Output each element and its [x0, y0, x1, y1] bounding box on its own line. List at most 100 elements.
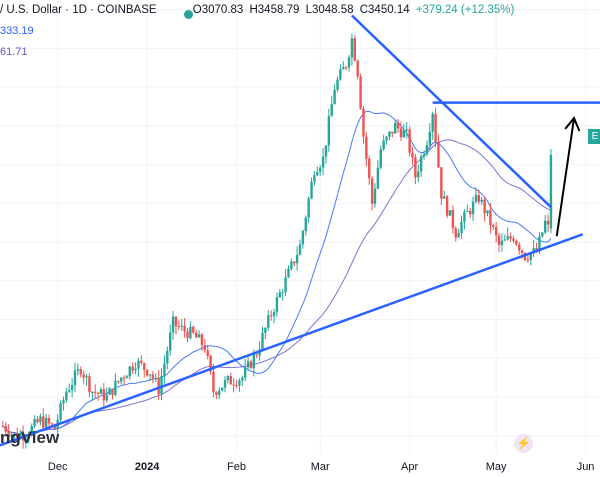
candle-body [549, 154, 553, 229]
candle-body [73, 370, 77, 385]
candle-body [454, 228, 457, 238]
candle-body [39, 416, 42, 423]
candle-body [4, 426, 7, 432]
candle-body [425, 144, 429, 155]
candle-body [229, 376, 232, 385]
candle-body [368, 158, 371, 179]
candle-body [174, 316, 178, 327]
candle-body [157, 377, 160, 395]
candle-body [373, 188, 377, 204]
candle-body [200, 334, 204, 346]
candle-body [295, 254, 299, 264]
candle-body [434, 113, 437, 142]
candle-body [27, 435, 31, 439]
candle-body [33, 418, 36, 426]
low-value: L3048.58 [305, 4, 354, 16]
candle-body [388, 131, 391, 137]
candle-body [114, 380, 117, 395]
candle-body [356, 60, 359, 77]
candle-body [324, 145, 328, 157]
candle-body [68, 390, 71, 392]
forecast-arrow [555, 117, 576, 237]
candle-body [50, 423, 54, 425]
candle-body [313, 175, 316, 182]
candle-body [171, 316, 175, 333]
candle-body [232, 384, 235, 386]
watermark-logo: ngView [0, 428, 60, 447]
candle-body [128, 366, 132, 377]
candle-body [235, 384, 238, 386]
candle-body [18, 433, 22, 439]
candle-body [281, 292, 284, 294]
chart-header: / U.S. Dollar · 1D · COINBASE O3070.83 H… [0, 4, 517, 19]
candle-body [151, 374, 155, 379]
candle-body [148, 374, 152, 376]
candle-body [365, 136, 368, 159]
candle-body [186, 331, 189, 339]
candle-body [431, 113, 434, 132]
candle-body [62, 400, 65, 404]
candle-body [220, 387, 224, 391]
high-value: H3458.79 [249, 4, 300, 16]
candle-body [226, 376, 230, 381]
candle-body [408, 129, 411, 153]
candle-body [287, 268, 290, 278]
candle-body [448, 210, 452, 216]
close-value: C3450.14 [359, 4, 410, 16]
candle-body [411, 152, 414, 158]
candle-body [93, 391, 97, 393]
eye-icon[interactable] [184, 10, 193, 19]
candle-body [437, 141, 440, 168]
candle-body [468, 210, 472, 215]
candle-body [509, 236, 512, 239]
candle-body [209, 355, 212, 372]
arrow-head [564, 116, 581, 132]
candle-body [197, 334, 201, 338]
candle-body [526, 259, 530, 261]
change-value: +379.24 (+12.35%) [415, 4, 515, 16]
candle-body [460, 221, 463, 234]
candle-body [119, 377, 123, 382]
candle-body [166, 350, 169, 364]
x-tick-label: Mar [310, 461, 330, 473]
candle-body [249, 361, 253, 369]
candle-body [255, 354, 258, 356]
candle-body [218, 390, 221, 395]
candle-body [440, 167, 443, 199]
candle-body [238, 380, 241, 386]
candle-body [417, 171, 420, 178]
candle-body [131, 366, 134, 371]
candle-body [318, 167, 322, 172]
candle-body [85, 376, 88, 378]
candle-body [96, 392, 100, 394]
candle-body [44, 418, 48, 428]
candle-body [111, 388, 114, 395]
candle-body [42, 416, 45, 428]
candle-body [307, 198, 310, 218]
x-tick-label: Dec [47, 461, 68, 473]
candle-body [267, 315, 270, 328]
candle-body [243, 367, 247, 378]
candle-body [396, 122, 400, 129]
candle-body [347, 57, 351, 68]
candle-body [471, 201, 475, 215]
x-tick-label: Feb [227, 461, 247, 473]
candle-body [344, 67, 348, 69]
candle-body [105, 394, 108, 401]
candle-body [301, 230, 305, 245]
candle-body [494, 226, 498, 236]
candle-body [333, 89, 336, 105]
candle-body [125, 376, 129, 379]
candle-body [275, 297, 279, 313]
candle-body [529, 253, 532, 261]
ma-slow-line [2, 139, 552, 436]
candle-body [480, 199, 483, 202]
candle-body [212, 371, 215, 393]
candle-body [546, 220, 550, 225]
candle-body [183, 325, 186, 332]
candle-body [445, 196, 449, 216]
spark-icon[interactable]: ⚡ [514, 434, 533, 453]
moving-averages [2, 110, 552, 436]
candle-body [370, 178, 374, 204]
